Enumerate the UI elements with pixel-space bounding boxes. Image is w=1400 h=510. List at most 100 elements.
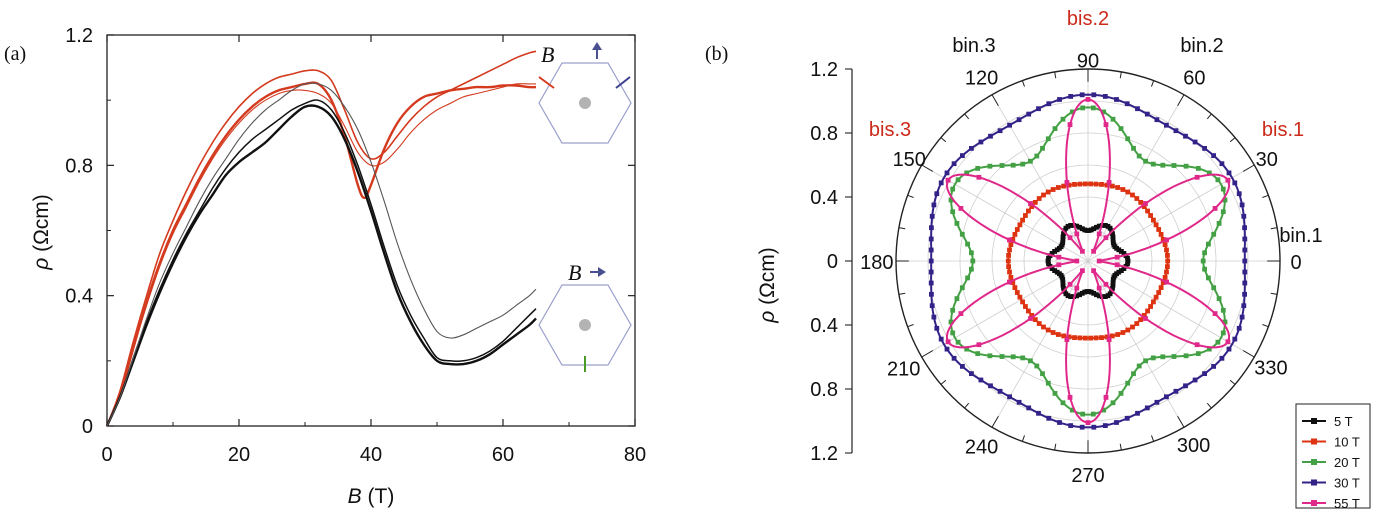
- polar-marker: [1036, 196, 1042, 201]
- polar-marker: [1026, 405, 1032, 411]
- polar-marker: [1131, 145, 1136, 151]
- polar-marker: [1192, 139, 1198, 145]
- x-tick-label: 20: [228, 444, 250, 466]
- x-tick-label: 80: [624, 444, 646, 466]
- polar-series-30T: [928, 92, 1248, 430]
- polar-marker: [1082, 181, 1088, 187]
- polar-marker: [1032, 200, 1038, 205]
- polar-marker: [1036, 410, 1041, 416]
- polar-marker: [999, 354, 1005, 359]
- polar-marker: [1109, 333, 1115, 339]
- polar-marker: [1242, 280, 1248, 286]
- polar-marker: [1131, 371, 1136, 377]
- polar-marker: [1088, 335, 1094, 341]
- polar-marker: [1183, 353, 1189, 359]
- polar-marker: [1103, 294, 1108, 299]
- polar-marker: [1116, 269, 1122, 275]
- polar-marker: [1007, 122, 1012, 128]
- polar-marker: [1110, 231, 1115, 237]
- angle-tick-label: 180: [860, 252, 893, 274]
- polar-marker: [1158, 285, 1164, 290]
- polar-marker: [1010, 280, 1016, 285]
- polar-marker: [928, 280, 934, 286]
- polar-marker: [1066, 334, 1072, 340]
- polar-ring-tick: [1119, 71, 1122, 79]
- polar-marker: [945, 177, 951, 183]
- polar-marker: [1096, 258, 1102, 264]
- polar-marker: [1006, 253, 1011, 258]
- polar-marker: [1023, 304, 1028, 309]
- series-group: [105, 50, 537, 427]
- polar-marker: [1124, 415, 1130, 421]
- legend-swatch-marker: [1311, 438, 1317, 445]
- polar-marker: [1109, 183, 1115, 189]
- polar-marker: [999, 163, 1005, 168]
- polar-marker: [1068, 294, 1073, 299]
- legend-swatch-marker: [1311, 459, 1317, 465]
- angle-tick-label: 30: [1256, 149, 1278, 171]
- polar-marker: [1029, 313, 1035, 318]
- polar-marker: [929, 225, 934, 231]
- polar-marker: [1020, 299, 1025, 305]
- polar-marker: [1055, 185, 1061, 190]
- polar-marker: [1153, 222, 1159, 228]
- polar-marker: [1101, 109, 1107, 115]
- polar-marker: [1064, 337, 1070, 342]
- polar-marker: [988, 383, 993, 389]
- x-axis-variable: B: [348, 485, 362, 508]
- x-axis-ticks: 0 20 40 60 80: [101, 35, 646, 466]
- series-line-2: [106, 50, 537, 427]
- polar-marker: [1239, 314, 1245, 320]
- polar-marker: [1135, 106, 1140, 112]
- polar-marker: [1045, 189, 1051, 195]
- polar-marker: [1151, 217, 1156, 223]
- polar-marker: [951, 161, 957, 167]
- blue-vane: [615, 76, 631, 89]
- polar-marker: [1102, 94, 1108, 99]
- polar-marker: [1143, 201, 1148, 206]
- legend-swatch-marker: [1311, 418, 1317, 424]
- polar-marker: [1068, 423, 1074, 428]
- y-axis-unit: (Ωcm): [30, 194, 53, 252]
- x-axis-title: B (T): [348, 485, 395, 508]
- polar-marker: [1061, 183, 1067, 189]
- polar-marker: [1211, 153, 1216, 158]
- polar-marker: [934, 325, 940, 331]
- polar-marker: [1067, 122, 1073, 127]
- polar-marker: [1077, 335, 1083, 341]
- polar-marker: [1220, 307, 1226, 313]
- polar-marker: [1099, 335, 1104, 340]
- polar-marker: [1052, 126, 1058, 131]
- polar-marker: [1045, 327, 1051, 333]
- series-line-6: [106, 82, 537, 427]
- polar-marker: [1104, 334, 1110, 340]
- polar-marker: [1052, 268, 1057, 273]
- polar-marker: [1032, 317, 1038, 322]
- polar-marker: [1068, 223, 1073, 228]
- polar-ring-tick: [1229, 137, 1236, 143]
- direction-label: bis.1: [1262, 119, 1304, 141]
- polar-marker: [1156, 227, 1162, 232]
- polar-marker: [1216, 221, 1222, 226]
- polar-marker: [1082, 335, 1088, 341]
- polar-marker: [1120, 187, 1126, 192]
- polar-marker: [1065, 293, 1071, 298]
- x-tick-label: 40: [360, 444, 382, 466]
- angle-tick-label: 90: [1077, 50, 1099, 72]
- polar-marker: [1106, 180, 1112, 185]
- polar-ring-tick: [964, 402, 970, 409]
- polar-marker: [1079, 92, 1085, 98]
- polar-marker: [1125, 327, 1131, 333]
- polar-marker: [1212, 206, 1218, 211]
- polar-marker: [1045, 380, 1051, 386]
- polar-marker: [1242, 291, 1247, 297]
- polar-marker: [950, 186, 956, 192]
- polar-marker: [1020, 217, 1025, 223]
- polar-marker: [1012, 232, 1018, 237]
- polar-marker: [964, 170, 970, 176]
- polar-marker: [1110, 279, 1116, 285]
- polar-marker: [1150, 355, 1156, 361]
- polar-ring-tick: [940, 137, 947, 143]
- polar-marker: [1173, 388, 1179, 394]
- polar-marker: [997, 128, 1003, 134]
